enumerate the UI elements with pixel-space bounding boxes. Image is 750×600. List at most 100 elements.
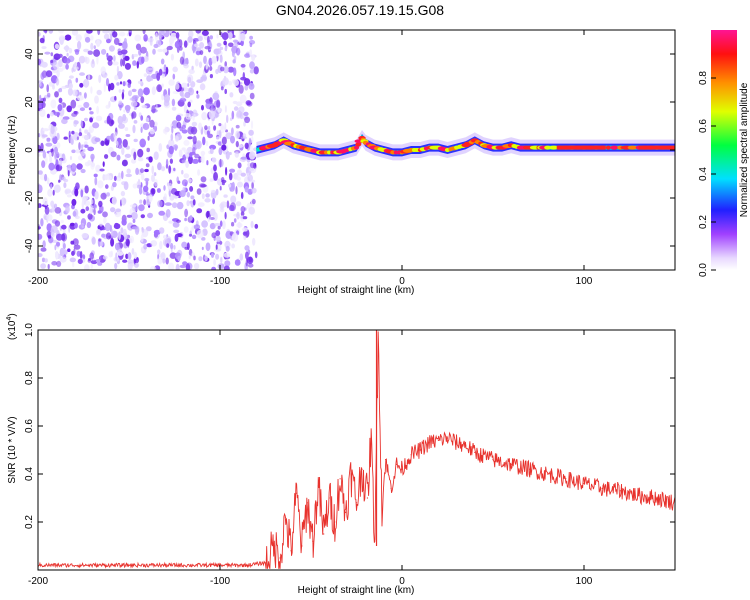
colorbar-tick-label: 0.8	[698, 71, 709, 85]
snr-point	[656, 497, 658, 499]
spectrogram-x-axis: -200 -100 0 100	[28, 30, 593, 287]
snr-frame	[37, 329, 676, 571]
snr-point	[339, 478, 341, 480]
y-tick-label: 20	[24, 96, 35, 108]
y-tick-label: 0.2	[24, 515, 35, 529]
ridge-peak	[549, 145, 559, 150]
snr-point	[290, 550, 292, 552]
ridge-peak-band	[556, 145, 606, 150]
snr-point	[410, 454, 412, 456]
x-tick-label: -100	[210, 276, 230, 287]
snr-x-axis: -200 -100 0 100	[28, 330, 593, 587]
snr-y-axis: 0.2 0.4 0.6 0.8 1.0	[24, 323, 675, 529]
snr-point	[465, 444, 467, 446]
ridge-peak-band	[638, 145, 675, 150]
y-tick-label: 1.0	[24, 323, 35, 337]
colorbar-tick-label: 0.4	[698, 167, 709, 181]
colorbar-tick-label: 0.2	[698, 215, 709, 229]
spectrogram-x-label: Height of straight line (km)	[298, 285, 415, 296]
snr-point	[312, 540, 314, 542]
snr-point	[419, 449, 421, 451]
x-tick-label: 0	[399, 576, 405, 587]
snr-point	[301, 545, 303, 547]
snr-point	[547, 473, 549, 475]
snr-y-label: SNR (10 * V/V)	[7, 416, 18, 483]
snr-point	[246, 564, 248, 566]
snr-point	[492, 459, 494, 461]
colorbar-tick-label: 0.0	[698, 263, 709, 277]
snr-point	[317, 485, 319, 487]
colorbar: 0.0 0.2 0.4 0.6 0.8 Normalized spectral ampl…	[698, 30, 750, 277]
y-tick-label: 0.6	[24, 419, 35, 433]
ridge-peak	[605, 145, 611, 150]
figure-title: GN04.2026.057.19.15.G08	[276, 2, 444, 18]
ridge-peak	[627, 145, 638, 150]
snr-point	[264, 562, 267, 564]
colorbar-ticks: 0.0 0.2 0.4 0.6 0.8	[698, 71, 716, 277]
snr-point	[361, 468, 363, 470]
snr-point	[510, 463, 512, 465]
y-tick-label: 0	[24, 147, 35, 153]
snr-panel: -200 -100 0 100 0.2 0.4 0.6 0.8 1.0 Height of s…	[6, 313, 676, 596]
snr-point	[295, 492, 297, 494]
ridge-peak	[355, 142, 362, 147]
snr-point	[370, 437, 372, 439]
colorbar-gradient	[711, 30, 737, 270]
spectrogram-y-axis: -40 -20 0 20 40	[24, 48, 675, 253]
spectrogram-ridge	[255, 130, 675, 161]
y-tick-label: 0.4	[24, 467, 35, 481]
snr-scale-label: (x104)	[6, 313, 18, 340]
snr-point	[474, 451, 476, 453]
snr-point	[366, 497, 368, 499]
y-tick-label: -20	[24, 190, 35, 205]
snr-x-label: Height of straight line (km)	[298, 585, 415, 596]
snr-line	[38, 331, 675, 569]
snr-point	[385, 459, 387, 461]
colorbar-label: Normalized spectral amplitude	[739, 82, 750, 217]
ridge-peak	[353, 145, 360, 150]
snr-point	[446, 437, 449, 439]
y-tick-label: 40	[24, 48, 35, 60]
ridge-peak	[610, 145, 619, 150]
snr-content	[38, 330, 675, 569]
snr-point	[374, 540, 376, 542]
colorbar-tick-label: 0.6	[698, 119, 709, 133]
snr-point	[328, 497, 330, 499]
x-tick-label: -200	[28, 576, 48, 587]
snr-point	[306, 502, 308, 504]
x-tick-label: 100	[576, 276, 593, 287]
snr-point	[334, 521, 336, 523]
snr-point	[274, 545, 276, 547]
snr-point	[437, 439, 439, 441]
snr-point	[345, 511, 347, 513]
snr-point	[583, 483, 585, 485]
snr-point	[456, 442, 458, 444]
snr-point	[619, 490, 622, 492]
snr-point	[528, 468, 531, 470]
x-tick-label: -200	[28, 276, 48, 287]
y-tick-label: -40	[24, 238, 35, 253]
x-tick-label: 100	[576, 576, 593, 587]
snr-point	[284, 516, 287, 518]
snr-point	[601, 487, 603, 489]
snr-point	[565, 478, 567, 480]
snr-point	[323, 533, 325, 535]
snr-point	[638, 495, 640, 497]
ridge-peak	[393, 150, 399, 155]
ridge-peak	[327, 150, 332, 155]
snr-point	[428, 442, 430, 444]
x-tick-label: -100	[210, 576, 230, 587]
spectrogram-content	[38, 30, 675, 270]
spectrogram-noise	[38, 30, 259, 270]
x-tick-label: 0	[399, 276, 405, 287]
snr-point	[350, 473, 352, 475]
snr-point	[390, 487, 392, 489]
spectrogram-y-label: Frequency (Hz)	[7, 116, 18, 185]
snr-point	[381, 509, 383, 511]
snr-point	[395, 463, 398, 465]
snr-point	[355, 502, 358, 504]
ridge-peak	[544, 145, 551, 150]
snr-point	[128, 564, 130, 566]
